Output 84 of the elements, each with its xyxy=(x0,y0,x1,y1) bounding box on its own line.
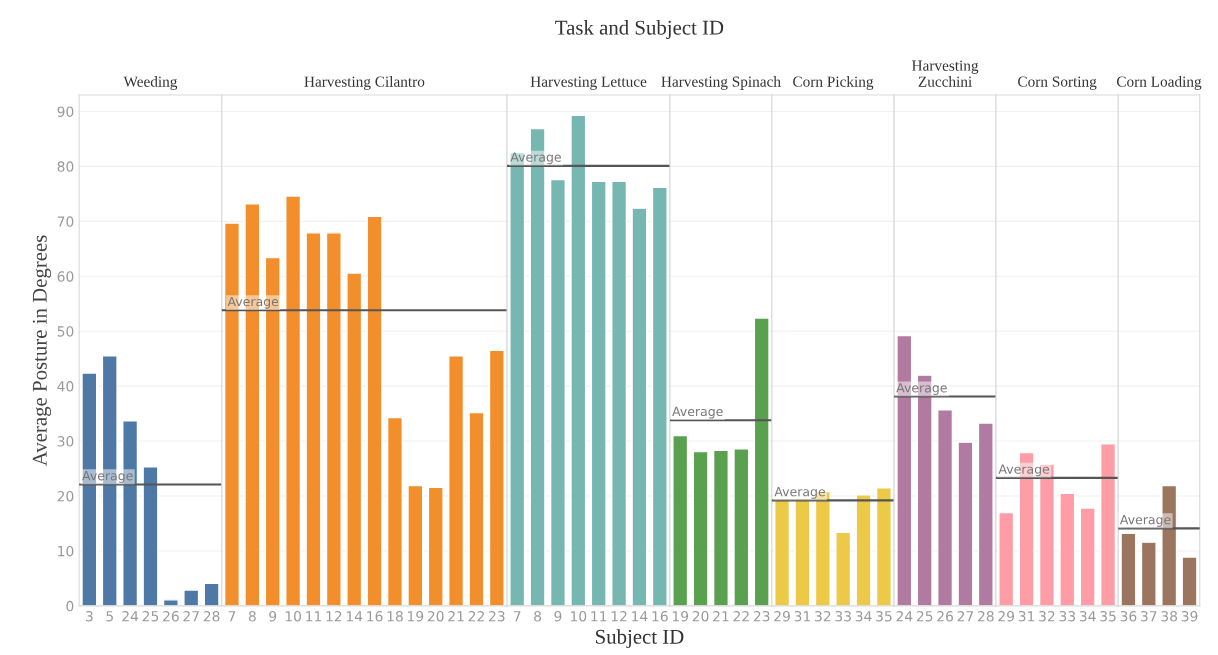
x-tick-label: 36 xyxy=(1120,610,1137,622)
x-tick-label: 25 xyxy=(916,610,933,622)
y-tick-label: 30 xyxy=(57,436,74,447)
x-tick-label: 28 xyxy=(203,610,220,622)
y-tick-label: 20 xyxy=(57,490,74,502)
x-tick-label: 24 xyxy=(896,610,913,622)
x-tick-label: 16 xyxy=(367,610,383,622)
chart-title: Harvesting Cilantro xyxy=(304,76,425,90)
x-tick-label: 37 xyxy=(1141,610,1157,622)
x-tick-label: 28 xyxy=(977,610,994,622)
chart-title: Corn Sorting xyxy=(1018,76,1097,90)
text: Task and Subject ID xyxy=(555,20,724,39)
y-tick-label: 0 xyxy=(66,600,74,612)
x-tick-label: 34 xyxy=(1079,610,1096,622)
x-tick-label: 22 xyxy=(468,610,484,622)
x-tick-label: 35 xyxy=(876,610,892,622)
x-tick-label: 11 xyxy=(306,611,322,622)
x-tick-label: 11 xyxy=(591,611,607,622)
x-tick-label: 9 xyxy=(269,610,277,622)
x-tick-label: 3 xyxy=(86,610,93,622)
x-tick-label: 14 xyxy=(632,611,648,622)
x-tick-label: 23 xyxy=(489,610,505,622)
y-tick-label: 70 xyxy=(57,216,74,227)
chart-title: Harvesting Spinach xyxy=(661,76,781,90)
x-tick-label: 35 xyxy=(1100,610,1116,622)
chart-title: Harvesting Lettuce xyxy=(530,76,647,90)
x-tick-label: 19 xyxy=(672,610,689,622)
x-tick-label: 38 xyxy=(1161,610,1178,622)
ref-line-label: Average xyxy=(672,406,723,419)
x-tick-label: 31 xyxy=(1018,610,1035,622)
ref-line-label: Average xyxy=(510,152,561,165)
x-tick-label: 25 xyxy=(142,610,159,622)
x-tick-label: 9 xyxy=(554,610,562,622)
x-tick-label: 12 xyxy=(326,610,342,622)
x-tick-label: 14 xyxy=(346,611,363,622)
y-tick-label: 50 xyxy=(57,326,74,337)
x-tick-label: 29 xyxy=(774,610,790,622)
x-tick-label: 8 xyxy=(534,610,542,622)
x-tick-label: 12 xyxy=(611,610,627,622)
x-tick-label: 34 xyxy=(855,610,872,622)
x-tick-label: 27 xyxy=(957,610,974,622)
x-tick-label: 7 xyxy=(513,611,521,622)
x-tick-label: 20 xyxy=(692,610,709,622)
text: Subject ID xyxy=(596,629,684,649)
bar xyxy=(142,466,159,606)
x-tick-label: 33 xyxy=(835,610,851,622)
x-tick-label: 32 xyxy=(815,610,831,622)
y-tick-label: 60 xyxy=(57,271,74,282)
x-tick-label: 18 xyxy=(387,610,403,622)
x-tick-label: 23 xyxy=(753,610,770,622)
x-tick-label: 29 xyxy=(998,610,1015,622)
x-tick-label: 31 xyxy=(794,610,810,622)
chart-title: Harvesting Zucchini xyxy=(911,60,979,87)
x-tick-label: 39 xyxy=(1181,610,1198,622)
x-tick-label: 16 xyxy=(652,610,668,622)
x-tick-label: 21 xyxy=(713,610,729,622)
x-tick-label: 20 xyxy=(427,610,444,622)
x-tick-label: 26 xyxy=(163,610,179,622)
chart-title: Corn Picking xyxy=(793,76,874,90)
bar xyxy=(162,599,179,606)
x-tick-label: 33 xyxy=(1059,610,1076,622)
y-tick-label: 40 xyxy=(57,381,74,392)
x-tick-label: 10 xyxy=(285,610,302,622)
chart-title: Corn Loading xyxy=(1116,76,1202,90)
x-tick-label: 10 xyxy=(571,610,587,622)
ref-line-label: Average xyxy=(774,487,825,499)
x-tick-label: 27 xyxy=(183,610,199,622)
chart-title: Weeding xyxy=(123,76,178,90)
y-tick-label: 80 xyxy=(57,161,74,172)
ref-line-label: Average xyxy=(998,464,1050,477)
y-axis-title: Average Posture in Degrees xyxy=(32,235,52,467)
x-tick-label: 32 xyxy=(1039,610,1055,622)
x-tick-label: 26 xyxy=(937,610,954,622)
y-tick-label: 10 xyxy=(58,545,74,557)
x-tick-label: 8 xyxy=(248,610,256,622)
x-tick-label: 21 xyxy=(448,610,464,622)
x-tick-label: 5 xyxy=(106,611,113,622)
bar xyxy=(203,582,220,606)
x-tick-label: 7 xyxy=(228,611,236,622)
y-tick-label: 90 xyxy=(57,106,74,117)
x-tick-label: 24 xyxy=(122,610,139,622)
x-tick-label: 22 xyxy=(733,610,749,622)
x-tick-label: 19 xyxy=(408,610,424,622)
bar xyxy=(183,589,200,606)
